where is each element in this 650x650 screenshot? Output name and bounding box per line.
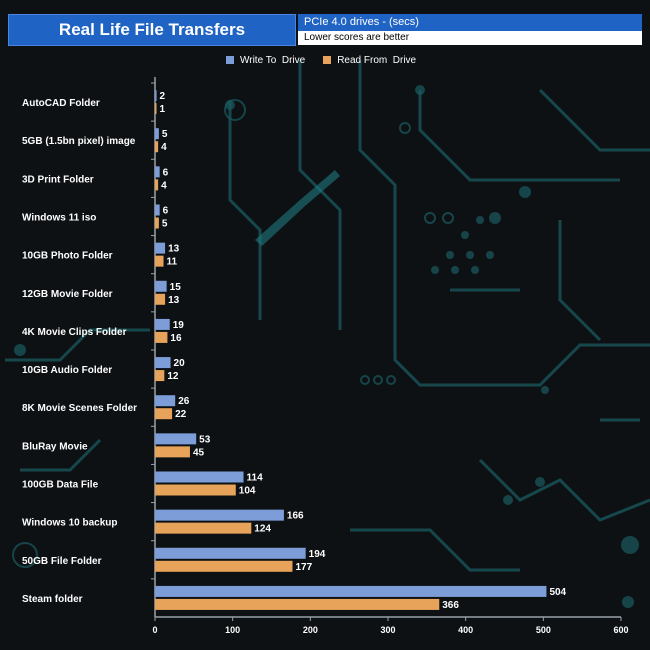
bar-read xyxy=(155,179,159,191)
data-label: 45 xyxy=(193,447,205,458)
data-label: 4 xyxy=(161,142,167,153)
bar-read xyxy=(155,255,164,267)
category-label: 5GB (1.5bn pixel) image xyxy=(22,136,136,147)
data-label: 53 xyxy=(199,434,211,445)
bar-read xyxy=(155,446,190,458)
category-label: AutoCAD Folder xyxy=(22,98,100,109)
bar-write xyxy=(155,395,176,407)
x-tick-label: 400 xyxy=(458,625,473,635)
bar-write xyxy=(155,357,171,369)
bar-read xyxy=(155,484,236,496)
bar-read xyxy=(155,217,159,229)
chart-subtitle: PCIe 4.0 drives - (secs) xyxy=(298,14,642,31)
bar-read xyxy=(155,522,252,534)
category-label: 50GB File Folder xyxy=(22,556,102,567)
chart-title: Real Life File Transfers xyxy=(8,14,296,46)
category-label: Steam folder xyxy=(22,594,83,605)
data-label: 4 xyxy=(161,180,167,191)
bar-write xyxy=(155,318,170,330)
bar-write xyxy=(155,547,306,559)
data-label: 5 xyxy=(162,219,168,230)
bar-read xyxy=(155,408,173,420)
category-label: 100GB Data File xyxy=(22,480,99,491)
category-label: BluRay Movie xyxy=(22,441,88,452)
data-label: 6 xyxy=(163,206,169,217)
bar-read xyxy=(155,598,440,610)
data-label: 19 xyxy=(173,320,185,331)
data-label: 20 xyxy=(174,358,186,369)
x-tick-label: 500 xyxy=(536,625,551,635)
data-label: 104 xyxy=(239,486,256,497)
data-label: 13 xyxy=(168,244,180,255)
bar-write xyxy=(155,166,160,178)
bar-read xyxy=(155,293,166,305)
data-label: 13 xyxy=(168,295,180,306)
bar-read xyxy=(155,103,157,115)
category-label: Windows 10 backup xyxy=(22,518,117,529)
legend-swatch-write xyxy=(226,56,234,64)
x-tick-label: 100 xyxy=(225,625,240,635)
bar-read xyxy=(155,370,165,382)
bar-write xyxy=(155,204,160,216)
data-label: 114 xyxy=(247,473,264,484)
data-label: 504 xyxy=(549,587,566,598)
x-tick-label: 300 xyxy=(380,625,395,635)
legend-item-read: Read From Drive xyxy=(323,55,416,66)
category-label: 4K Movie Clips Folder xyxy=(22,327,127,338)
x-tick-label: 200 xyxy=(303,625,318,635)
data-label: 177 xyxy=(295,562,312,573)
data-label: 124 xyxy=(254,524,271,535)
x-tick-label: 600 xyxy=(613,625,628,635)
chart-note: Lower scores are better xyxy=(298,31,642,45)
legend-swatch-read xyxy=(323,56,332,64)
category-label: 12GB Movie Folder xyxy=(22,289,113,300)
chart-legend: Write To Drive Read From Drive xyxy=(226,53,416,67)
bar-write xyxy=(155,433,197,445)
bar-write xyxy=(155,128,159,140)
bar-write xyxy=(155,585,547,597)
data-label: 194 xyxy=(309,549,326,560)
bar-read xyxy=(155,560,293,572)
legend-label-read: Read From Drive xyxy=(337,54,417,66)
bar-write xyxy=(155,280,167,292)
data-label: 1 xyxy=(160,104,166,115)
data-label: 6 xyxy=(163,167,169,178)
data-label: 11 xyxy=(167,257,178,268)
data-label: 366 xyxy=(442,600,459,611)
data-label: 166 xyxy=(287,511,304,522)
category-label: 3D Print Folder xyxy=(22,174,94,185)
category-label: 8K Movie Scenes Folder xyxy=(22,403,137,414)
bar-write xyxy=(155,242,166,254)
category-label: 10GB Audio Folder xyxy=(22,365,112,376)
bar-read xyxy=(155,141,159,153)
legend-item-write: Write To Drive xyxy=(226,55,305,66)
legend-label-write: Write To Drive xyxy=(240,54,306,66)
x-tick-label: 0 xyxy=(152,625,157,635)
data-label: 22 xyxy=(175,409,187,420)
data-label: 2 xyxy=(160,91,166,102)
category-label: 10GB Photo Folder xyxy=(22,251,113,262)
data-label: 15 xyxy=(170,282,182,293)
data-label: 16 xyxy=(170,333,182,344)
data-label: 26 xyxy=(178,396,190,407)
bar-write xyxy=(155,471,244,483)
bar-write xyxy=(155,509,284,521)
category-label: Windows 11 iso xyxy=(22,213,96,224)
data-label: 12 xyxy=(167,371,179,382)
data-label: 5 xyxy=(162,129,168,140)
bar-read xyxy=(155,331,168,343)
bar-write xyxy=(155,90,157,102)
